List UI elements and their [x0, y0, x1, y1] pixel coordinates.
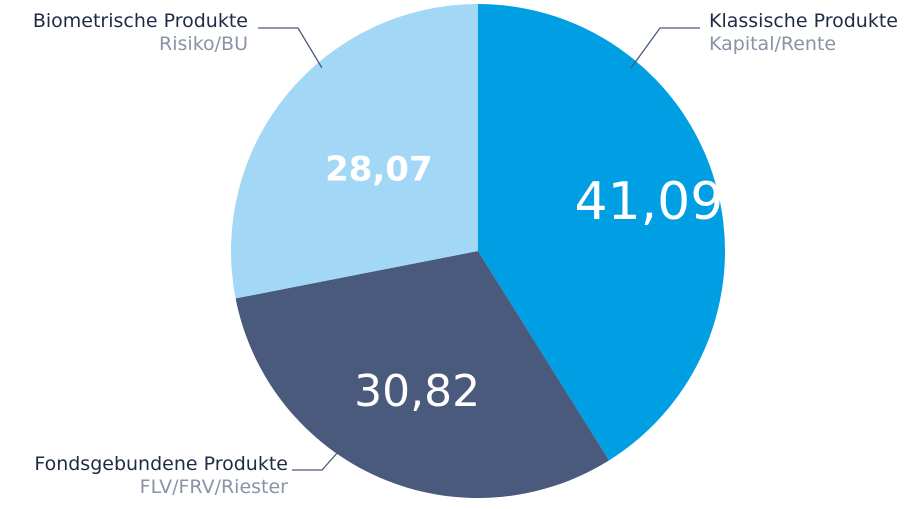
leader-lines [258, 27, 700, 471]
label-fondsgebundene-produkte-sub: FLV/FRV/Riester [139, 475, 288, 498]
leader-line-fondsgebundene [292, 451, 339, 471]
label-biometrische-produkte-name: Biometrische Produkte [32, 10, 248, 32]
label-fondsgebundene-produkte-name: Fondsgebundene Produkte [34, 453, 288, 475]
value-label-0: 41,09 [574, 172, 723, 232]
pie-slice-2 [231, 4, 478, 299]
label-klassische-produkte: Klassische Produkte Kapital/Rente [709, 10, 898, 56]
label-klassische-produkte-sub: Kapital/Rente [709, 32, 837, 55]
label-klassische-produkte-name: Klassische Produkte [709, 10, 898, 32]
label-fondsgebundene-produkte: Fondsgebundene Produkte FLV/FRV/Riester [34, 453, 288, 499]
value-label-1: 30,82 [354, 366, 480, 417]
label-biometrische-produkte-sub: Risiko/BU [159, 32, 248, 55]
pie-slice-0 [478, 4, 725, 461]
leader-line-biometrische [258, 27, 323, 69]
label-biometrische-produkte: Biometrische Produkte Risiko/BU [33, 10, 248, 56]
value-label-2: 28,07 [325, 149, 433, 189]
pie-slices [231, 4, 725, 498]
leader-line-klassische [630, 27, 700, 69]
value-labels: 41,09 30,82 28,07 [325, 149, 723, 417]
pie-slice-1 [235, 251, 610, 498]
